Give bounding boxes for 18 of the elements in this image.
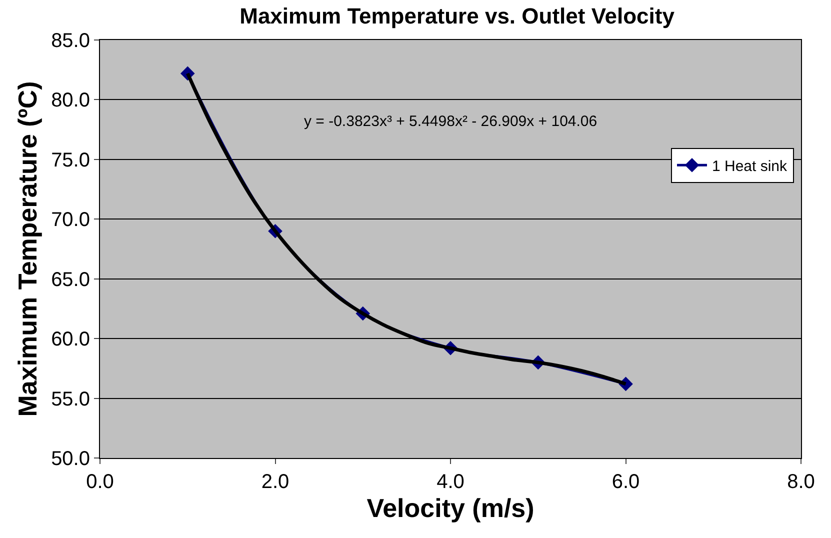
x-axis-title: Velocity (m/s) xyxy=(366,493,534,523)
x-tick-label: 4.0 xyxy=(436,471,464,493)
x-tick-label: 0.0 xyxy=(86,471,114,493)
y-tick-label: 50.0 xyxy=(51,448,90,470)
x-tick-label: 2.0 xyxy=(261,471,290,493)
y-tick-label: 75.0 xyxy=(51,149,90,172)
y-tick-label: 85.0 xyxy=(51,30,90,52)
y-tick-label: 70.0 xyxy=(51,209,90,232)
y-tick-label: 80.0 xyxy=(51,90,90,112)
x-tick-label: 8.0 xyxy=(787,471,815,493)
legend-label: 1 Heat sink xyxy=(712,158,788,175)
y-tick-label: 55.0 xyxy=(51,388,90,410)
chart-title: Maximum Temperature vs. Outlet Velocity xyxy=(240,3,676,28)
y-axis-title: Maximum Temperature (ºC) xyxy=(12,81,42,417)
annotation: y = -0.3823x³ + 5.4498x² - 26.909x + 104.06 xyxy=(304,113,598,130)
y-tick-label: 60.0 xyxy=(51,328,90,351)
y-tick-label: 65.0 xyxy=(51,268,90,291)
x-tick-label: 6.0 xyxy=(612,471,640,493)
